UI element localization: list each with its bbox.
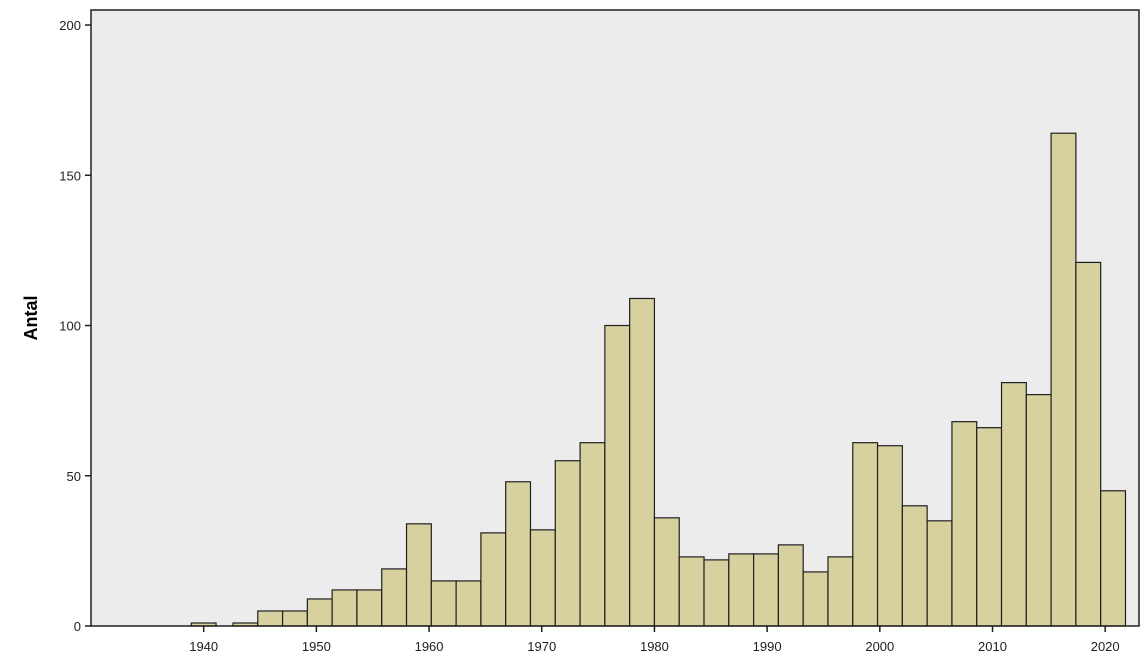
histogram-bar [257,610,284,627]
x-tick-label: 1960 [415,639,444,654]
histogram-bar [951,421,978,627]
histogram-bar [1100,490,1127,627]
histogram-bar [306,598,333,627]
histogram-bar [1025,394,1052,627]
histogram-bar [331,589,358,627]
y-tick-label: 50 [67,469,81,484]
y-tick-label: 200 [59,18,81,33]
x-tick-label: 2000 [865,639,894,654]
histogram-bar [901,505,928,627]
x-axis: 1940 1950 1960 1970 1980 1990 2000 2010 2020 [189,626,1120,654]
histogram-bar [802,571,829,627]
x-tick-label: 2010 [978,639,1007,654]
histogram-bar [753,553,779,627]
x-tick-label: 1990 [753,639,782,654]
histogram-bar [1050,132,1077,627]
y-axis: 0 50 100 150 200 [59,18,91,634]
histogram-bar [1075,261,1102,627]
histogram-bar [579,442,606,627]
plot-frame [90,9,1140,627]
histogram-bar [405,523,432,627]
histogram-bar [852,442,879,627]
histogram-bar [976,427,1003,627]
histogram-bar [728,553,755,627]
y-axis-title: Antal [21,296,41,341]
histogram-bar [455,580,482,627]
histogram-bar [505,481,532,627]
histogram-bar [777,544,804,627]
x-tick-label: 2020 [1091,639,1120,654]
histogram-bar [703,559,730,627]
histogram-bar [381,568,408,627]
x-tick-label: 1970 [527,639,556,654]
y-tick-label: 150 [59,168,81,183]
histogram-bar [554,460,581,627]
histogram-bar [926,520,953,627]
histogram-bar [480,532,507,627]
histogram-bar [604,324,631,627]
histogram-bar [356,589,383,627]
histogram-bar [678,556,705,627]
y-tick-label: 0 [74,619,81,634]
histogram-bar [281,610,308,627]
histogram-bar [529,529,556,627]
histogram-bar [1000,382,1027,627]
histogram-bar [827,556,854,627]
histogram-bar [653,517,680,627]
x-tick-label: 1940 [189,639,218,654]
x-tick-label: 1950 [302,639,331,654]
y-tick-label: 100 [59,319,81,334]
histogram-bar [629,297,656,627]
histogram-bar [876,445,903,627]
histogram-bar [430,580,457,627]
x-tick-label: 1980 [640,639,669,654]
